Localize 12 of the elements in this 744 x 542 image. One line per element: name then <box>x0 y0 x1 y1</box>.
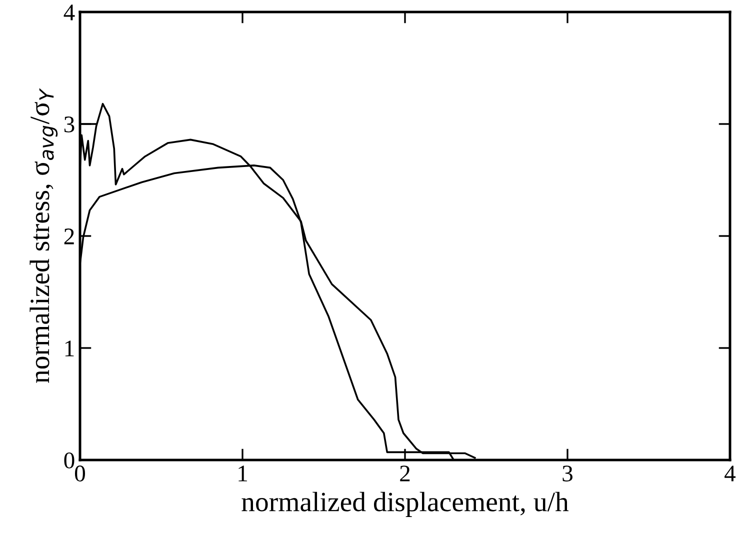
y-tick-label: 4 <box>64 4 75 20</box>
y-tick-label: 3 <box>64 116 74 132</box>
x-tick-label: 4 <box>724 466 736 482</box>
x-tick-label: 3 <box>562 466 572 482</box>
x-axis-title: normalized displacement, u/h <box>242 492 569 518</box>
y-tick-label: 1 <box>65 340 74 356</box>
y-tick-label: 2 <box>64 228 74 244</box>
x-tick-label: 2 <box>400 466 410 482</box>
x-tick-label: 1 <box>238 466 247 482</box>
x-tick-label: 0 <box>74 466 86 482</box>
y-axis-title: normalized stress, σ$_{avg}$/σ$_{Y}$ <box>30 88 58 383</box>
y-tick-label: 0 <box>64 452 74 468</box>
